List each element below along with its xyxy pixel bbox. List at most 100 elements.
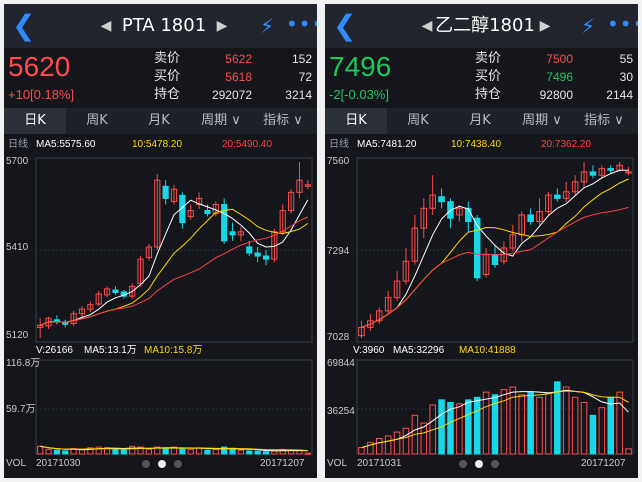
back-icon[interactable]: ❮ (12, 9, 36, 42)
volume-bar (45, 448, 52, 455)
price-change: +10[0.18%] (8, 87, 75, 102)
volume-bar (447, 401, 454, 455)
volume-axis-top: 69844 (327, 358, 355, 369)
candle-up (304, 184, 311, 187)
tab-period[interactable]: 周期 ∨ (511, 108, 573, 134)
bid-volume: 30 (619, 70, 633, 84)
volume-panel-frame (35, 359, 313, 455)
period-tabs: 日K 周K 月K 周期 ∨ 指标 ∨ (4, 108, 317, 134)
tab-monthly[interactable]: 月K (148, 113, 170, 128)
tab-period-label: 周期 (201, 113, 228, 128)
tab-monthly[interactable]: 月K (469, 113, 491, 128)
next-contract-icon[interactable]: ▶ (216, 18, 228, 34)
candle-up (187, 210, 194, 218)
volume-bar (137, 446, 144, 455)
volume-bar (112, 448, 119, 455)
candle-down (162, 185, 169, 199)
candle-up (137, 258, 144, 284)
volume-bar (120, 449, 127, 455)
candlestick-chart[interactable] (4, 4, 317, 478)
candle-up (429, 194, 436, 209)
volume-bar (518, 394, 525, 455)
candlestick-chart[interactable] (325, 4, 638, 478)
last-price: 5620 (8, 51, 71, 82)
tab-weekly[interactable]: 周K (86, 113, 108, 128)
volume-axis-label: VOL (327, 458, 348, 469)
volume-bar (37, 445, 44, 455)
chevron-down-icon: ∨ (289, 113, 303, 128)
candle-up (625, 171, 632, 174)
next-contract-icon[interactable]: ▶ (539, 18, 551, 34)
tab-indicator[interactable]: 指标 ∨ (573, 108, 635, 134)
volume-bar (384, 435, 392, 455)
candle-up (571, 181, 579, 193)
volume-bar (145, 448, 153, 455)
period-tabs: 日K 周K 月K 周期 ∨ 指标 ∨ (325, 108, 638, 134)
chevron-down-icon: ∨ (548, 113, 562, 128)
ask-label: 卖价 (475, 51, 502, 66)
volume-bar (221, 446, 228, 455)
date-end: 20171207 (581, 458, 626, 469)
more-icon[interactable]: ••• (607, 12, 638, 36)
page-dot-active[interactable] (475, 460, 483, 468)
candle-down (221, 203, 228, 242)
ma-prefix: 日线 (8, 139, 28, 150)
volume-bar (254, 450, 261, 455)
candle-up (296, 179, 303, 193)
candle-down (527, 214, 534, 223)
volume-bar (246, 450, 253, 455)
candle-down (589, 171, 597, 176)
candle-up (279, 210, 286, 233)
volume-bar (527, 391, 534, 455)
volume-bar (195, 447, 203, 455)
page-dot[interactable] (459, 460, 467, 468)
bid-price: 5618 (225, 70, 252, 84)
page-dot[interactable] (491, 460, 499, 468)
prev-contract-icon[interactable]: ◀ (100, 18, 112, 34)
volume-axis-label: VOL (6, 458, 27, 469)
volume-bar (187, 448, 194, 455)
lightning-icon[interactable]: ⚡ (259, 14, 275, 38)
volume-bar (536, 396, 543, 455)
volume-bar (53, 449, 61, 455)
ma20-line (361, 206, 629, 328)
page-dot-active[interactable] (158, 460, 166, 468)
candle-up (545, 194, 552, 213)
ma20-line (40, 216, 309, 326)
volume-bar (367, 441, 374, 455)
volume-bar (625, 448, 632, 455)
tab-period-label: 周期 (522, 113, 549, 128)
volume-ma10-line (361, 390, 629, 449)
ma5-value: MA5:7481.20 (357, 139, 417, 150)
ma-prefix: 日线 (329, 139, 349, 150)
price-axis-bottom: 5120 (6, 330, 29, 341)
candle-up (367, 320, 374, 328)
bid-volume: 72 (298, 70, 312, 84)
prev-contract-icon[interactable]: ◀ (421, 18, 433, 34)
volume-bar (402, 427, 410, 455)
tab-daily[interactable]: 日K (4, 108, 66, 134)
volume-bar (545, 392, 552, 455)
more-icon[interactable]: ••• (286, 12, 317, 36)
volume-bar (262, 451, 270, 455)
tab-indicator[interactable]: 指标 ∨ (252, 108, 314, 134)
back-icon[interactable]: ❮ (333, 9, 357, 42)
candle-down (53, 319, 61, 322)
tab-period[interactable]: 周期 ∨ (190, 108, 252, 134)
price-axis-mid: 5410 (6, 242, 29, 253)
price-axis-top: 7560 (327, 156, 350, 167)
page-dot[interactable] (142, 460, 150, 468)
candle-down (112, 289, 119, 293)
candle-up (456, 207, 463, 216)
volume-bar (482, 391, 490, 455)
tab-daily[interactable]: 日K (325, 108, 387, 134)
candle-down (179, 194, 186, 224)
volume-bar (420, 422, 428, 455)
tab-weekly[interactable]: 周K (407, 113, 429, 128)
volume-bar (170, 446, 178, 455)
lightning-icon[interactable]: ⚡ (580, 14, 596, 38)
ma20-value: 20:5490.40 (222, 139, 273, 150)
volume-bar (509, 386, 517, 455)
page-dot[interactable] (174, 460, 182, 468)
